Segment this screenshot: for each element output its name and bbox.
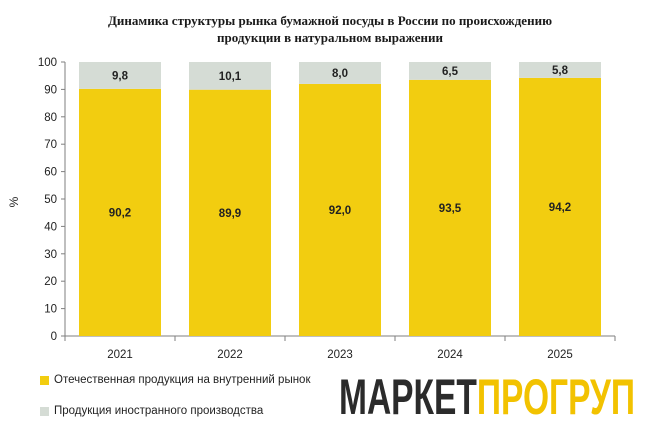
data-label: 92,0: [329, 205, 351, 217]
bar-segment-domestic: [189, 89, 271, 336]
y-tick-label: 90: [44, 84, 57, 96]
bar-segment-foreign: [79, 62, 161, 89]
y-tick-label: 50: [44, 194, 57, 206]
bar-segment-foreign: [299, 62, 381, 84]
logo-text-part1: МАРКЕТ: [339, 369, 477, 420]
legend-item-domestic: Отечественная продукция на внутренний ры…: [40, 374, 310, 386]
y-axis-label: %: [7, 196, 21, 207]
data-label: 89,9: [219, 208, 241, 220]
x-tick-label: 2021: [107, 349, 133, 361]
marketprogrup-logo: МАРКЕТПРОГРУП: [339, 369, 635, 420]
chart-title: Динамика структуры рынка бумажной посуды…: [60, 12, 600, 46]
x-tick-label: 2022: [217, 349, 243, 361]
y-tick-label: 80: [44, 112, 57, 124]
y-tick-label: 40: [44, 221, 57, 233]
legend-label-domestic: Отечественная продукция на внутренний ры…: [54, 374, 311, 386]
bar-segment-domestic: [299, 83, 381, 336]
bar-segment-domestic: [79, 88, 161, 337]
bar-segment-foreign: [189, 62, 271, 90]
bar-segment-foreign: [519, 62, 601, 78]
bar-segment-domestic: [519, 77, 601, 336]
legend-swatch-foreign: [40, 406, 49, 416]
chart-title-line2: продукции в натуральном выражении: [216, 30, 444, 45]
y-tick-label: 70: [44, 139, 57, 151]
logo-text-part2: ПРОГРУП: [477, 369, 635, 420]
chart-title-line1: Динамика структуры рынка бумажной посуды…: [107, 13, 552, 28]
data-label: 5,8: [552, 65, 569, 77]
data-label: 6,5: [442, 66, 459, 78]
data-label: 9,8: [112, 70, 129, 82]
y-tick-label: 0: [51, 331, 57, 343]
y-tick-label: 30: [44, 249, 57, 261]
legend-item-foreign: Продукция иностранного производства: [40, 405, 263, 417]
bar-segment-domestic: [409, 79, 491, 336]
x-tick-label: 2024: [437, 349, 463, 361]
svg-text:МАРКЕТПРОГРУП: МАРКЕТПРОГРУП: [339, 369, 635, 420]
y-tick-label: 100: [38, 57, 57, 69]
y-tick-label: 10: [44, 304, 57, 316]
x-tick-label: 2025: [547, 349, 573, 361]
data-label: 10,1: [219, 71, 242, 83]
x-tick-label: 2023: [327, 349, 353, 361]
data-label: 8,0: [332, 68, 348, 80]
bar-segment-foreign: [409, 62, 491, 80]
y-tick-label: 60: [44, 167, 57, 179]
y-tick-label: 20: [44, 276, 57, 288]
data-label: 90,2: [109, 207, 131, 219]
stacked-bar-chart: 0 10 20 30 40 50 60 70 80 90 100% 90,2 9,8 2021 89,9 10…: [7, 57, 616, 361]
legend-label-foreign: Продукция иностранного производства: [54, 405, 264, 417]
data-label: 93,5: [439, 203, 462, 215]
legend-swatch-domestic: [40, 375, 49, 385]
data-label: 94,2: [549, 202, 571, 214]
